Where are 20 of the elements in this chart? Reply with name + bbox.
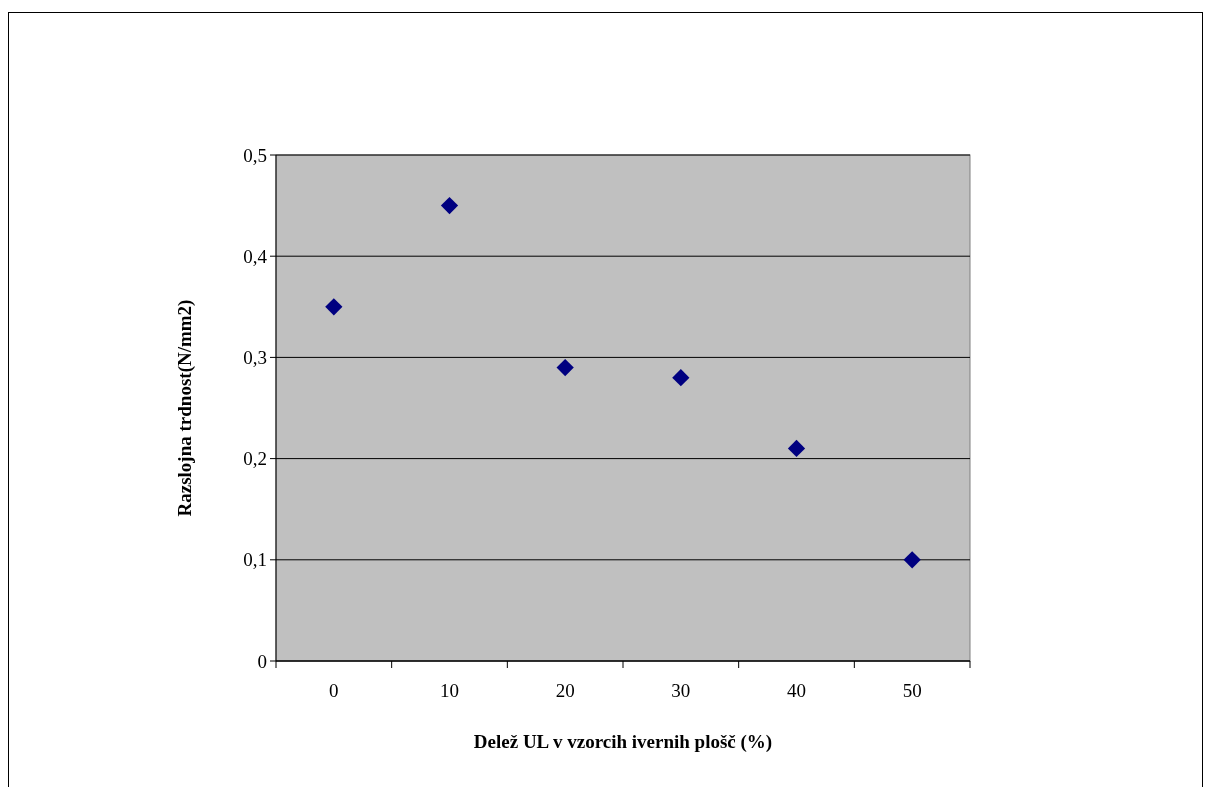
y-tick-label: 0,3 [243, 347, 267, 369]
y-tick-label: 0,5 [243, 144, 267, 166]
y-tick-label: 0 [257, 650, 267, 672]
point [672, 369, 690, 387]
y-tick-label: 0,2 [243, 448, 267, 470]
x-axis-title: Delež UL v vzorcih ivernih plošč (%) [473, 731, 773, 753]
x-tick-label: 30 [671, 680, 691, 701]
point [440, 196, 459, 215]
point [556, 358, 574, 377]
x-tick-label: 10 [440, 680, 459, 701]
x-tick-label: 20 [555, 680, 575, 701]
point [325, 298, 343, 316]
x-tick-label: 50 [902, 680, 922, 701]
x-tick-label: 0 [329, 680, 339, 701]
y-axis-title: Razslojna trdnost(N/mm2) [174, 299, 196, 517]
point [787, 439, 806, 458]
point [903, 551, 921, 569]
y-tick-label: 0,1 [243, 549, 267, 571]
x-tick-label: 40 [787, 680, 806, 701]
y-tick-label: 0,4 [243, 245, 268, 267]
